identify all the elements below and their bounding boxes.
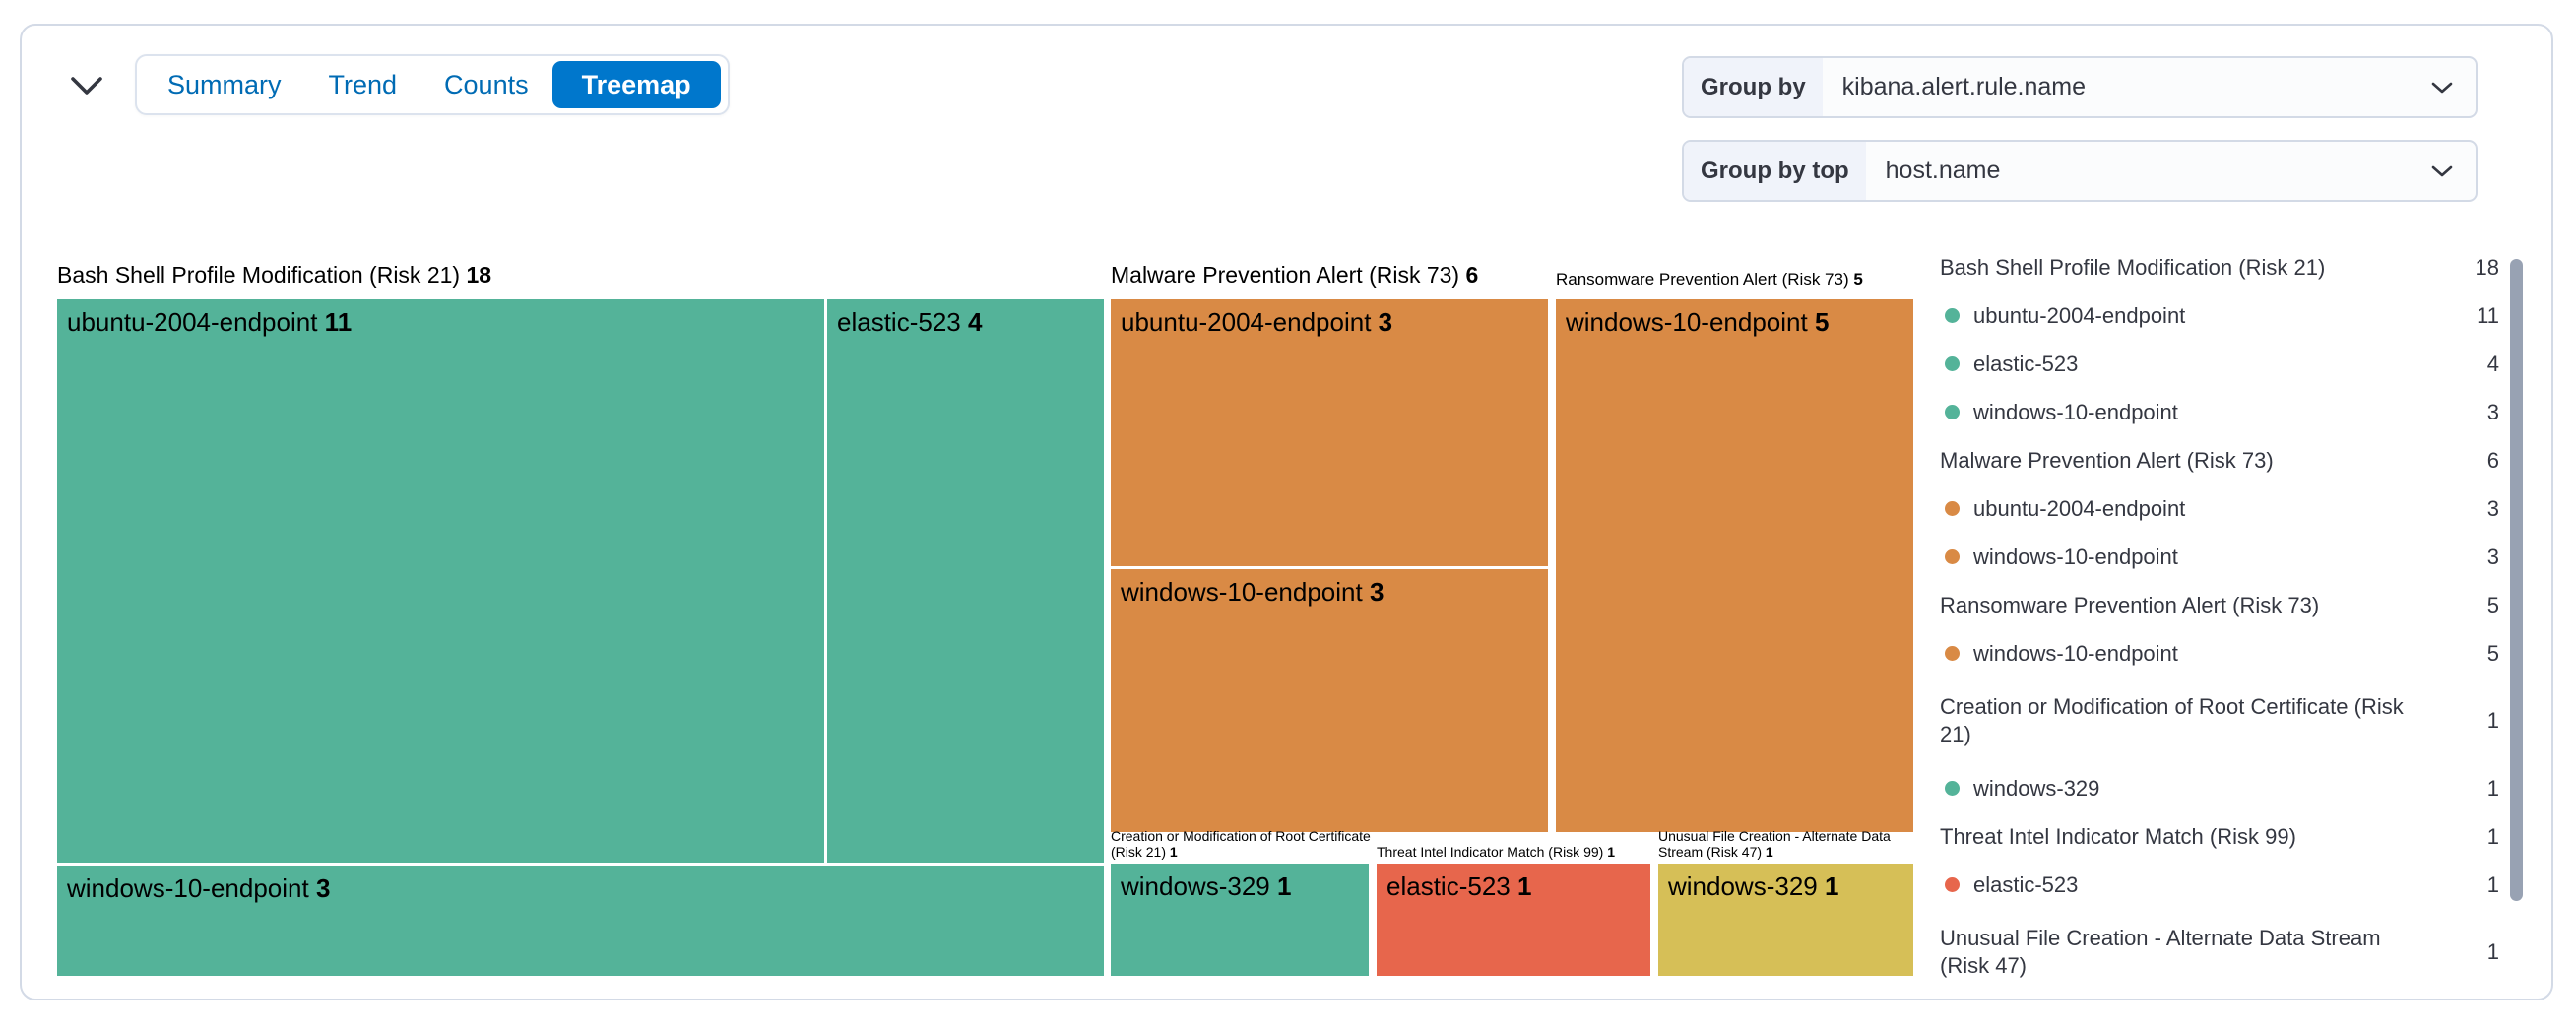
- legend-value: 6: [2486, 447, 2499, 473]
- legend-row-group[interactable]: Unusual File Creation - Alternate Data S…: [1940, 909, 2499, 996]
- legend-value: 3: [2486, 544, 2499, 569]
- legend-row-item[interactable]: ubuntu-2004-endpoint 11: [1940, 291, 2499, 340]
- legend-dot-icon: [1945, 646, 1960, 661]
- treemap-group-title: Ransomware Prevention Alert (Risk 73) 5: [1556, 270, 1863, 289]
- legend-row-group[interactable]: Bash Shell Profile Modification (Risk 21…: [1940, 243, 2499, 291]
- legend-value: 1: [2486, 775, 2499, 801]
- legend-value: 5: [2486, 592, 2499, 617]
- treemap-tile[interactable]: windows-10-endpoint 5: [1556, 299, 1913, 832]
- legend-value: 3: [2486, 399, 2499, 424]
- chevron-down-icon: [2430, 58, 2476, 116]
- chevron-down-icon: [2430, 142, 2476, 200]
- legend-value: 1: [2486, 871, 2499, 897]
- treemap-tile[interactable]: elastic-523 1: [1377, 864, 1650, 976]
- legend-dot-icon: [1945, 356, 1960, 371]
- treemap-group-title: Malware Prevention Alert (Risk 73) 6: [1111, 262, 1479, 288]
- legend-label: Unusual File Creation - Alternate Data S…: [1940, 926, 2381, 978]
- legend-label: elastic-523: [1973, 871, 2079, 897]
- legend-dot-icon: [1945, 405, 1960, 419]
- legend-label: Ransomware Prevention Alert (Risk 73): [1940, 592, 2320, 617]
- legend-row-group[interactable]: Ransomware Prevention Alert (Risk 73) 5: [1940, 581, 2499, 629]
- treemap-legend: Bash Shell Profile Modification (Risk 21…: [1940, 243, 2499, 996]
- legend-label: Bash Shell Profile Modification (Risk 21…: [1940, 254, 2326, 280]
- collapse-panel-button[interactable]: [65, 69, 108, 104]
- group-by-top-select[interactable]: Group by top host.name: [1682, 140, 2478, 202]
- treemap-tile[interactable]: elastic-523 4: [827, 299, 1104, 863]
- legend-label: Creation or Modification of Root Certifi…: [1940, 694, 2404, 746]
- tab-trend[interactable]: Trend: [328, 70, 398, 99]
- legend-label: windows-10-endpoint: [1973, 640, 2178, 666]
- legend-row-group[interactable]: Creation or Modification of Root Certifi…: [1940, 677, 2499, 764]
- legend-value: 11: [2477, 302, 2499, 328]
- treemap-group-title: Creation or Modification of Root Certifi…: [1111, 828, 1371, 860]
- group-by-select[interactable]: Group by kibana.alert.rule.name: [1682, 56, 2478, 118]
- chevron-down-icon: [70, 75, 103, 99]
- treemap-tile[interactable]: windows-10-endpoint 3: [1111, 569, 1548, 832]
- legend-value: 1: [2486, 708, 2499, 733]
- treemap-group-title: Unusual File Creation - Alternate Data S…: [1658, 828, 1891, 860]
- legend-label: windows-10-endpoint: [1973, 399, 2178, 424]
- view-selector-button-group: Summary Trend Counts Treemap: [135, 54, 730, 115]
- legend-row-item[interactable]: elastic-523 4: [1940, 340, 2499, 388]
- legend-row-item[interactable]: windows-10-endpoint 3: [1940, 388, 2499, 436]
- group-by-label: Group by: [1684, 58, 1823, 116]
- legend-label: windows-329: [1973, 775, 2100, 801]
- legend-dot-icon: [1945, 549, 1960, 564]
- legend-label: ubuntu-2004-endpoint: [1973, 302, 2186, 328]
- legend-value: 5: [2486, 640, 2499, 666]
- legend-label: Malware Prevention Alert (Risk 73): [1940, 447, 2274, 473]
- treemap-tile[interactable]: windows-10-endpoint 3: [57, 866, 1104, 976]
- legend-label: windows-10-endpoint: [1973, 544, 2178, 569]
- legend-label: Threat Intel Indicator Match (Risk 99): [1940, 823, 2296, 849]
- legend-row-item[interactable]: windows-329 1: [1940, 764, 2499, 812]
- group-by-top-value: host.name: [1885, 157, 2001, 184]
- tab-treemap[interactable]: Treemap: [551, 61, 721, 108]
- group-by-top-label: Group by top: [1684, 142, 1866, 200]
- legend-value: 18: [2475, 254, 2499, 280]
- legend-dot-icon: [1945, 308, 1960, 323]
- treemap-tile[interactable]: windows-329 1: [1658, 864, 1913, 976]
- legend-row-item[interactable]: ubuntu-2004-endpoint 3: [1940, 484, 2499, 533]
- legend-value: 1: [2486, 939, 2499, 964]
- legend-value: 4: [2486, 351, 2499, 376]
- legend-scrollbar-thumb[interactable]: [2510, 259, 2523, 901]
- legend-row-group[interactable]: Threat Intel Indicator Match (Risk 99) 1: [1940, 812, 2499, 861]
- legend-dot-icon: [1945, 877, 1960, 892]
- tab-summary[interactable]: Summary: [167, 70, 282, 99]
- legend-label: ubuntu-2004-endpoint: [1973, 495, 2186, 521]
- treemap-group-title: Bash Shell Profile Modification (Risk 21…: [57, 262, 492, 288]
- treemap-group-title: Threat Intel Indicator Match (Risk 99) 1: [1377, 844, 1615, 860]
- treemap-tile[interactable]: windows-329 1: [1111, 864, 1369, 976]
- treemap-tile[interactable]: ubuntu-2004-endpoint 3: [1111, 299, 1548, 566]
- tab-counts[interactable]: Counts: [444, 70, 529, 99]
- legend-dot-icon: [1945, 501, 1960, 516]
- legend-value: 3: [2486, 495, 2499, 521]
- legend-row-group[interactable]: Malware Prevention Alert (Risk 73) 6: [1940, 436, 2499, 484]
- legend-row-item[interactable]: windows-10-endpoint 5: [1940, 629, 2499, 677]
- legend-label: elastic-523: [1973, 351, 2079, 376]
- legend-dot-icon: [1945, 781, 1960, 796]
- treemap-tile[interactable]: ubuntu-2004-endpoint 11: [57, 299, 824, 863]
- legend-value: 1: [2486, 823, 2499, 849]
- legend-row-item[interactable]: windows-10-endpoint 3: [1940, 533, 2499, 581]
- legend-row-item[interactable]: elastic-523 1: [1940, 861, 2499, 909]
- group-by-value: kibana.alert.rule.name: [1841, 73, 2087, 100]
